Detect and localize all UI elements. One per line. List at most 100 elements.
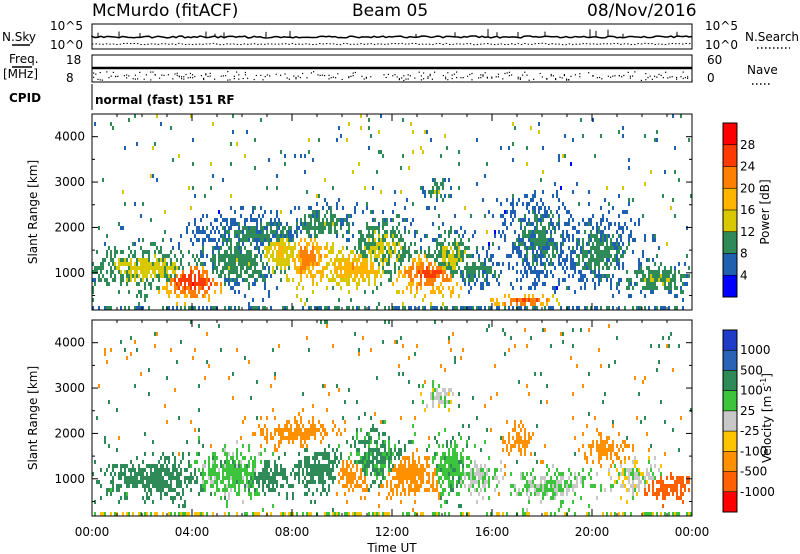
heatmap-cell <box>134 278 136 282</box>
heatmap-cell <box>566 266 568 270</box>
heatmap-cell <box>396 254 398 258</box>
heatmap-cell <box>292 496 294 500</box>
heatmap-cell <box>608 274 610 278</box>
heatmap-cell <box>190 472 192 476</box>
heatmap-cell <box>298 206 300 210</box>
heatmap-cell <box>668 290 670 294</box>
nave-dot <box>350 75 352 78</box>
heatmap-cell <box>524 242 526 246</box>
heatmap-cell <box>520 250 522 254</box>
heatmap-cell <box>290 436 292 440</box>
heatmap-cell <box>246 218 248 222</box>
heatmap-cell <box>188 286 190 290</box>
heatmap-cell <box>410 274 412 278</box>
heatmap-cell <box>674 146 676 150</box>
heatmap-cell <box>558 214 560 218</box>
nave-dot <box>134 74 136 76</box>
heatmap-cell <box>328 456 330 460</box>
heatmap-cell <box>344 258 346 262</box>
heatmap-cell <box>428 270 430 274</box>
heatmap-cell <box>346 306 348 310</box>
heatmap-cell <box>202 294 204 298</box>
nave-dot <box>313 71 315 73</box>
heatmap-cell <box>590 266 592 270</box>
heatmap-cell <box>390 274 392 278</box>
heatmap-cell <box>118 290 120 294</box>
heatmap-cell <box>518 238 520 242</box>
heatmap-cell <box>160 122 162 126</box>
heatmap-cell <box>594 262 596 266</box>
heatmap-cell <box>388 468 390 472</box>
heatmap-cell <box>182 274 184 278</box>
heatmap-cell <box>372 262 374 266</box>
heatmap-cell <box>440 496 442 500</box>
heatmap-cell <box>392 306 394 310</box>
heatmap-cell <box>184 274 186 278</box>
heatmap-cell <box>648 306 650 310</box>
heatmap-cell <box>400 480 402 484</box>
heatmap-cell <box>496 302 498 306</box>
heatmap-cell <box>236 274 238 278</box>
heatmap-cell <box>450 400 452 404</box>
heatmap-cell <box>310 206 312 210</box>
heatmap-cell <box>362 336 364 340</box>
heatmap-cell <box>354 444 356 448</box>
heatmap-cell <box>390 250 392 254</box>
heatmap-cell <box>380 242 382 246</box>
heatmap-cell <box>606 278 608 282</box>
heatmap-cell <box>634 282 636 286</box>
heatmap-cell <box>526 194 528 198</box>
heatmap-cell <box>374 480 376 484</box>
heatmap-cell <box>266 254 268 258</box>
heatmap-cell <box>196 226 198 230</box>
nave-dot <box>451 74 453 76</box>
heatmap-cell <box>384 238 386 242</box>
heatmap-cell <box>94 278 96 282</box>
heatmap-cell <box>122 258 124 262</box>
colorbar-swatch <box>723 166 737 189</box>
heatmap-cell <box>570 162 572 166</box>
heatmap-cell <box>282 250 284 254</box>
heatmap-cell <box>144 468 146 472</box>
heatmap-cell <box>250 496 252 500</box>
heatmap-cell <box>474 230 476 234</box>
heatmap-cell <box>150 488 152 492</box>
heatmap-cell <box>210 444 212 448</box>
heatmap-cell <box>274 472 276 476</box>
heatmap-cell <box>246 258 248 262</box>
heatmap-cell <box>436 198 438 202</box>
heatmap-cell <box>228 496 230 500</box>
heatmap-cell <box>114 266 116 270</box>
heatmap-cell <box>412 452 414 456</box>
heatmap-cell <box>276 186 278 190</box>
heatmap-cell <box>578 230 580 234</box>
heatmap-cell <box>366 464 368 468</box>
heatmap-cell <box>362 480 364 484</box>
heatmap-cell <box>414 512 416 516</box>
heatmap-cell <box>102 178 104 182</box>
heatmap-cell <box>260 460 262 464</box>
heatmap-cell <box>368 512 370 516</box>
heatmap-cell <box>114 262 116 266</box>
heatmap-cell <box>296 428 298 432</box>
heatmap-cell <box>290 246 292 250</box>
heatmap-cell <box>440 262 442 266</box>
heatmap-cell <box>630 234 632 238</box>
y-tick-label: 4000 <box>54 130 85 144</box>
heatmap-cell <box>302 222 304 226</box>
heatmap-cell <box>262 476 264 480</box>
heatmap-cell <box>450 294 452 298</box>
heatmap-cell <box>394 262 396 266</box>
heatmap-cell <box>324 480 326 484</box>
heatmap-cell <box>216 218 218 222</box>
heatmap-cell <box>568 218 570 222</box>
heatmap-cell <box>378 472 380 476</box>
heatmap-cell <box>688 138 690 142</box>
heatmap-cell <box>654 270 656 274</box>
heatmap-cell <box>136 476 138 480</box>
heatmap-cell <box>174 278 176 282</box>
heatmap-cell <box>240 250 242 254</box>
heatmap-cell <box>378 452 380 456</box>
heatmap-cell <box>402 476 404 480</box>
heatmap-cell <box>256 492 258 496</box>
